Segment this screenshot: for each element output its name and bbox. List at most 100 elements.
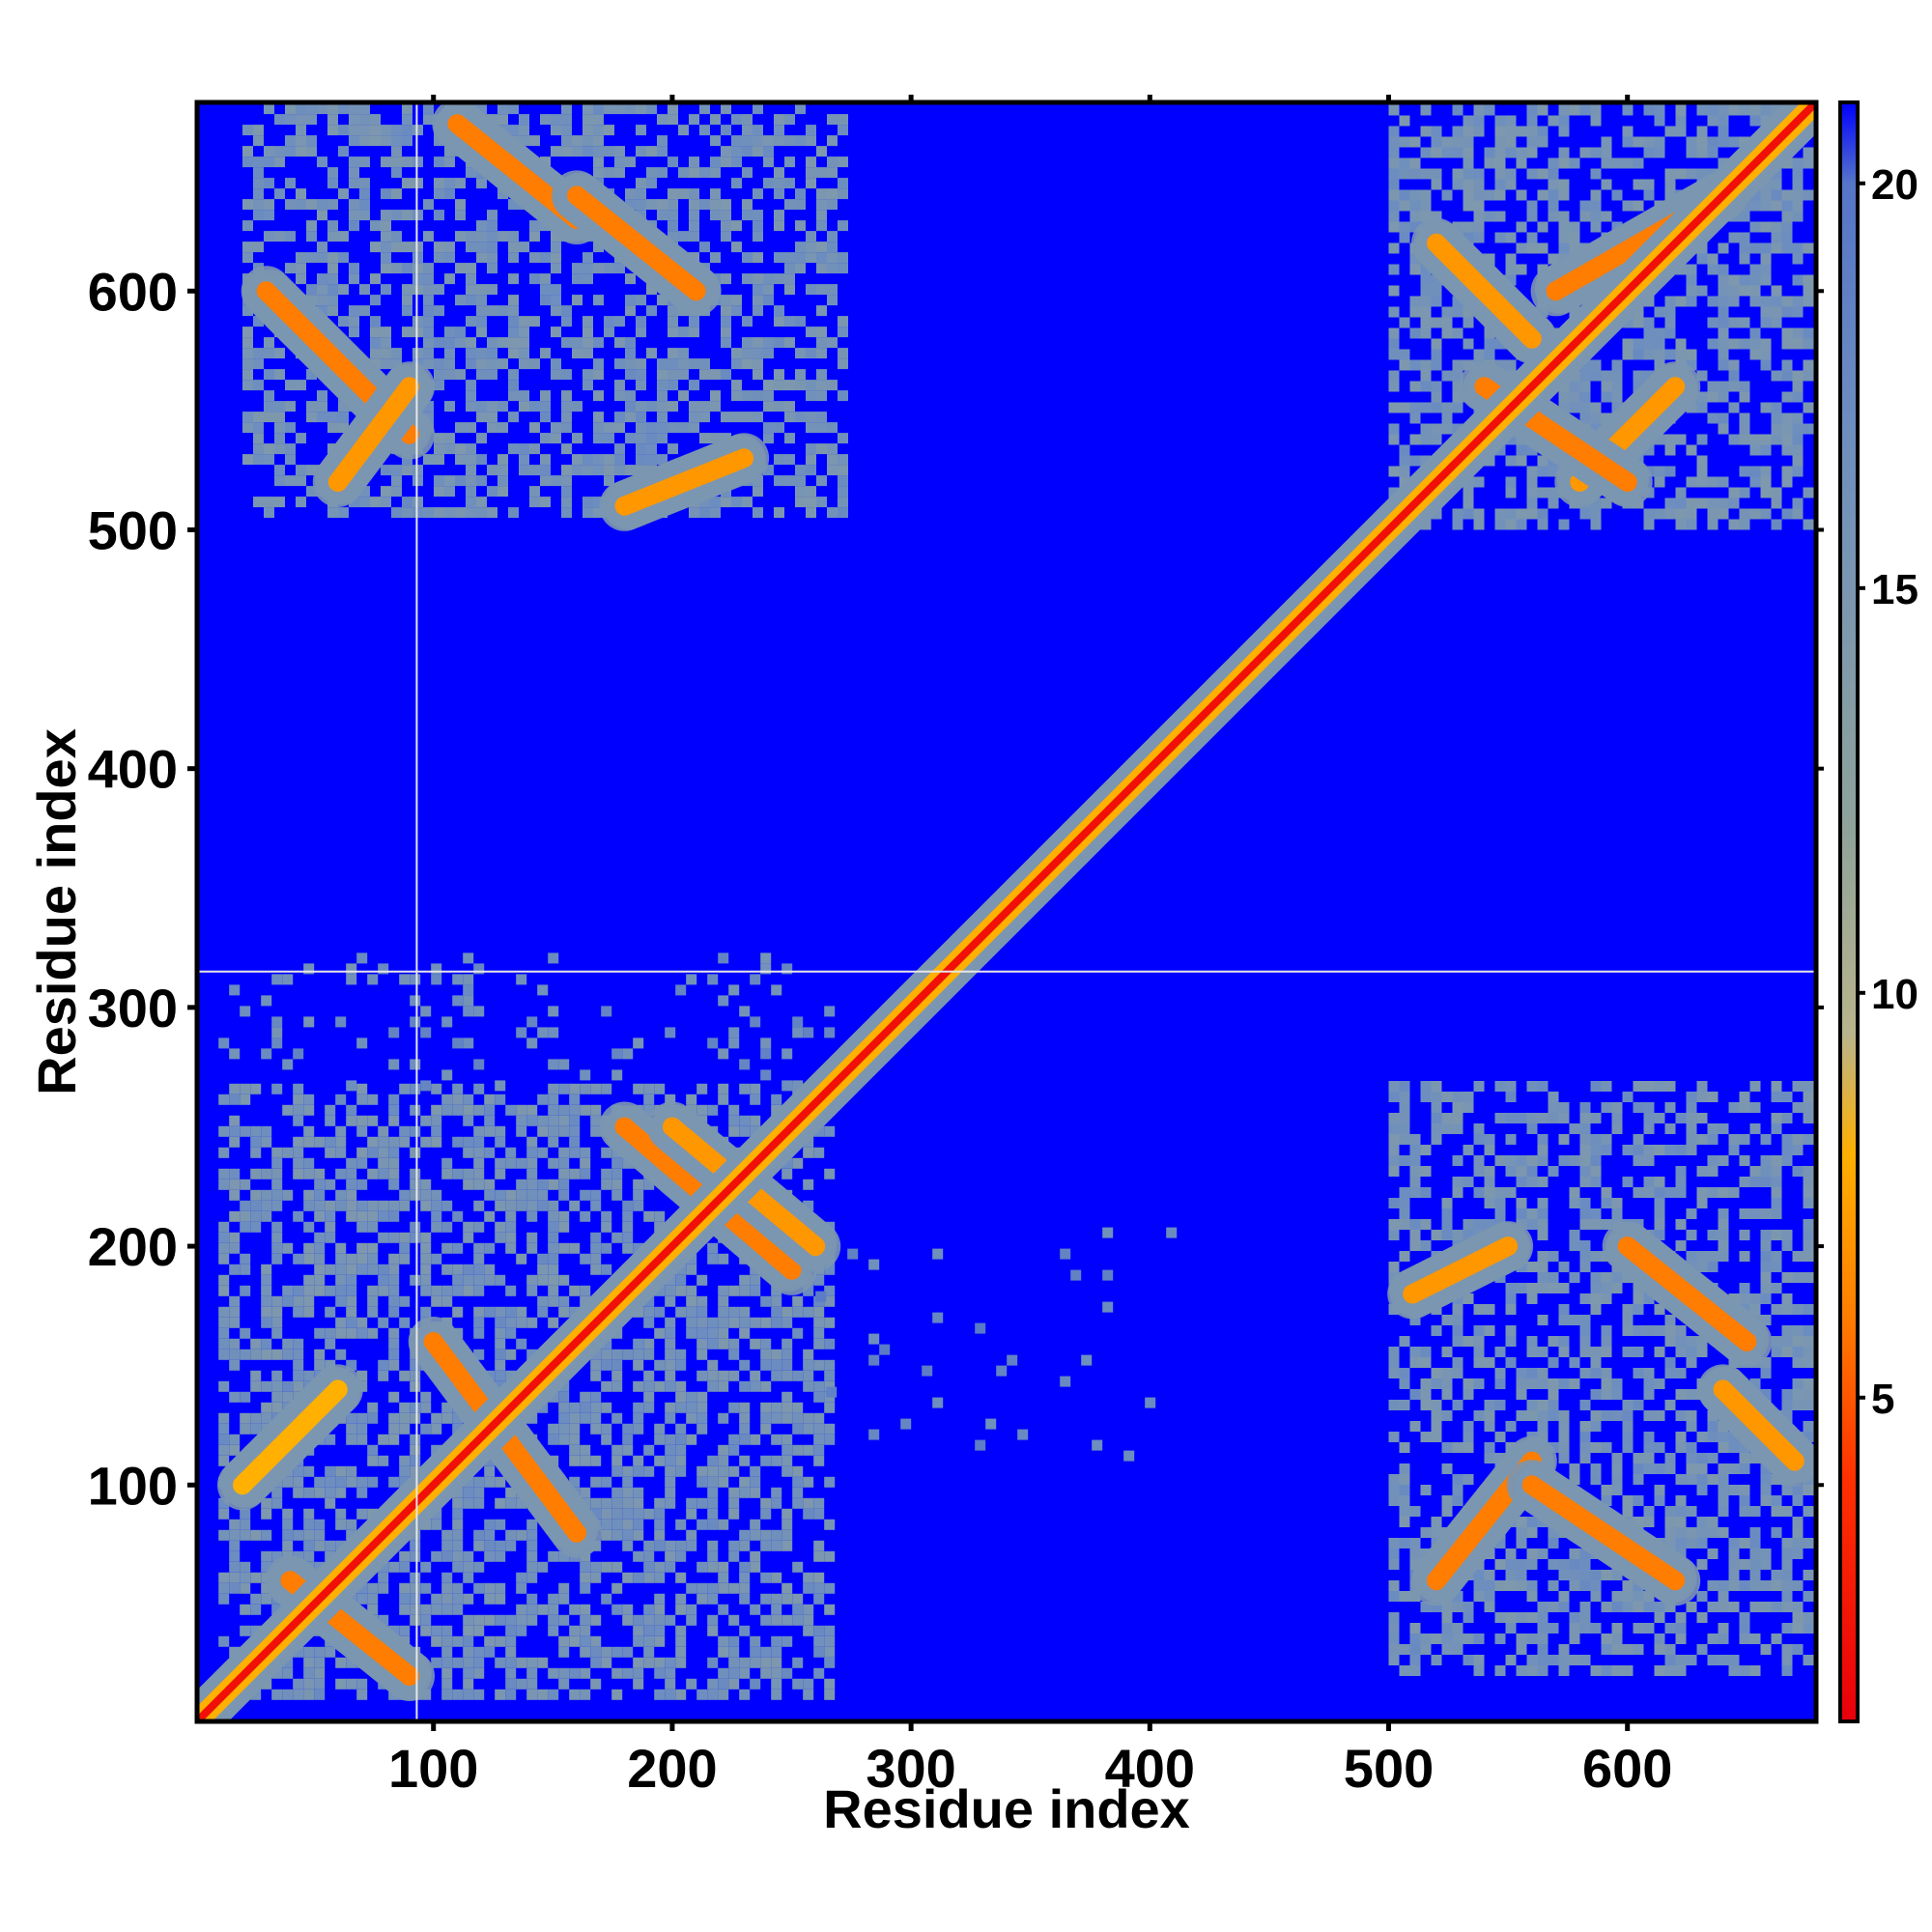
- heatmap-cell: [750, 1285, 761, 1296]
- heatmap-cell: [1686, 1102, 1697, 1113]
- heatmap-cell: [1696, 1612, 1708, 1623]
- heatmap-cell: [1686, 274, 1697, 286]
- heatmap-cell: [1526, 476, 1538, 488]
- heatmap-cell: [1654, 1463, 1665, 1474]
- heatmap-cell: [1675, 1538, 1687, 1548]
- heatmap-cell: [1579, 1400, 1591, 1410]
- heatmap-cell: [1728, 1485, 1740, 1495]
- heatmap-cell: [1516, 1155, 1527, 1166]
- heatmap-cell: [410, 1221, 421, 1233]
- heatmap-cell: [1505, 1325, 1517, 1336]
- heatmap-cell: [338, 125, 349, 136]
- heatmap-cell: [303, 1016, 315, 1028]
- heatmap-cell: [526, 1210, 538, 1222]
- heatmap-cell: [349, 167, 359, 179]
- heatmap-cell: [654, 1359, 666, 1371]
- heatmap-cell: [1654, 1612, 1665, 1623]
- heatmap-cell: [1431, 349, 1442, 360]
- heatmap-cell: [1409, 1421, 1421, 1432]
- heatmap-cell: [1633, 1400, 1644, 1410]
- heatmap-cell: [306, 103, 317, 115]
- heatmap-cell: [1473, 476, 1485, 488]
- heatmap-cell: [1675, 1219, 1687, 1230]
- heatmap-cell: [718, 1572, 729, 1583]
- heatmap-cell: [665, 1285, 676, 1296]
- heatmap-cell: [261, 1508, 272, 1520]
- heatmap-cell: [1696, 1644, 1708, 1655]
- heatmap-cell: [410, 1104, 421, 1116]
- heatmap-cell: [1526, 466, 1538, 477]
- heatmap-cell: [1526, 1655, 1538, 1665]
- heatmap-cell: [813, 1327, 825, 1339]
- heatmap-cell: [1749, 1304, 1761, 1315]
- heatmap-cell: [452, 1657, 464, 1668]
- heatmap-cell: [1707, 1655, 1719, 1665]
- heatmap-cell: [476, 348, 487, 359]
- heatmap-cell: [1558, 1644, 1570, 1655]
- heatmap-cell: [1622, 136, 1634, 148]
- heatmap-cell: [335, 1519, 347, 1530]
- heatmap-cell: [229, 1295, 241, 1307]
- heatmap-cell: [1601, 157, 1612, 169]
- heatmap-cell: [1601, 1602, 1612, 1612]
- heatmap-cell: [484, 1540, 496, 1551]
- heatmap-cell: [242, 337, 253, 349]
- heatmap-cell: [1388, 221, 1400, 233]
- heatmap-cell: [526, 1168, 538, 1179]
- heatmap-cell: [1548, 1389, 1559, 1400]
- heatmap-cell: [1494, 147, 1506, 158]
- heatmap-cell: [495, 1497, 506, 1509]
- heatmap-cell: [1696, 434, 1708, 445]
- heatmap-cell: [346, 1115, 357, 1126]
- heatmap-cell: [1420, 1389, 1432, 1400]
- heatmap-cell: [657, 380, 668, 391]
- heatmap-cell: [1441, 1463, 1453, 1474]
- heatmap-cell: [718, 1253, 729, 1264]
- heatmap-cell: [1526, 1262, 1538, 1272]
- heatmap-cell: [1399, 168, 1410, 180]
- heatmap-cell: [781, 1359, 793, 1371]
- heatmap-cell: [444, 475, 455, 487]
- heatmap-cell: [335, 1285, 347, 1296]
- heatmap-cell: [1452, 104, 1463, 116]
- heatmap-cell: [580, 1561, 591, 1573]
- heatmap-cell: [229, 1125, 241, 1137]
- heatmap-cell: [657, 422, 668, 434]
- heatmap-cell: [792, 1444, 804, 1456]
- heatmap-cell: [1749, 338, 1761, 350]
- heatmap-cell: [516, 974, 527, 985]
- heatmap-cell: [218, 1412, 230, 1424]
- heatmap-cell: [388, 1423, 400, 1435]
- heatmap-cell: [526, 1412, 538, 1424]
- heatmap-cell: [816, 284, 827, 296]
- heatmap-cell: [1675, 1240, 1687, 1251]
- heatmap-cell: [441, 1157, 453, 1169]
- heatmap-cell: [636, 369, 646, 381]
- heatmap-cell: [636, 422, 646, 434]
- heatmap-cell: [452, 1136, 464, 1148]
- heatmap-cell: [657, 114, 668, 126]
- heatmap-cell: [367, 1264, 379, 1275]
- heatmap-cell: [1388, 1262, 1400, 1272]
- heatmap-cell: [218, 1593, 230, 1605]
- heatmap-cell: [1484, 338, 1495, 350]
- heatmap-cell: [476, 475, 487, 487]
- heatmap-cell: [728, 1349, 740, 1360]
- heatmap-cell: [420, 1242, 432, 1254]
- heatmap-cell: [487, 210, 497, 221]
- heatmap-cell: [1792, 253, 1804, 265]
- heatmap-cell: [1537, 126, 1548, 137]
- heatmap-cell: [516, 1189, 527, 1201]
- heatmap-cell: [1686, 1602, 1697, 1612]
- heatmap-cell: [1718, 1208, 1729, 1219]
- heatmap-cell: [1388, 1612, 1400, 1623]
- heatmap-cell: [675, 1604, 687, 1615]
- heatmap-cell: [771, 1529, 782, 1541]
- heatmap-cell: [431, 1625, 442, 1636]
- heatmap-cell: [699, 103, 710, 115]
- heatmap-cell: [784, 273, 795, 285]
- heatmap-cell: [795, 316, 806, 327]
- heatmap-cell: [1718, 317, 1729, 328]
- heatmap-cell: [356, 1508, 368, 1520]
- heatmap-cell: [1601, 497, 1612, 509]
